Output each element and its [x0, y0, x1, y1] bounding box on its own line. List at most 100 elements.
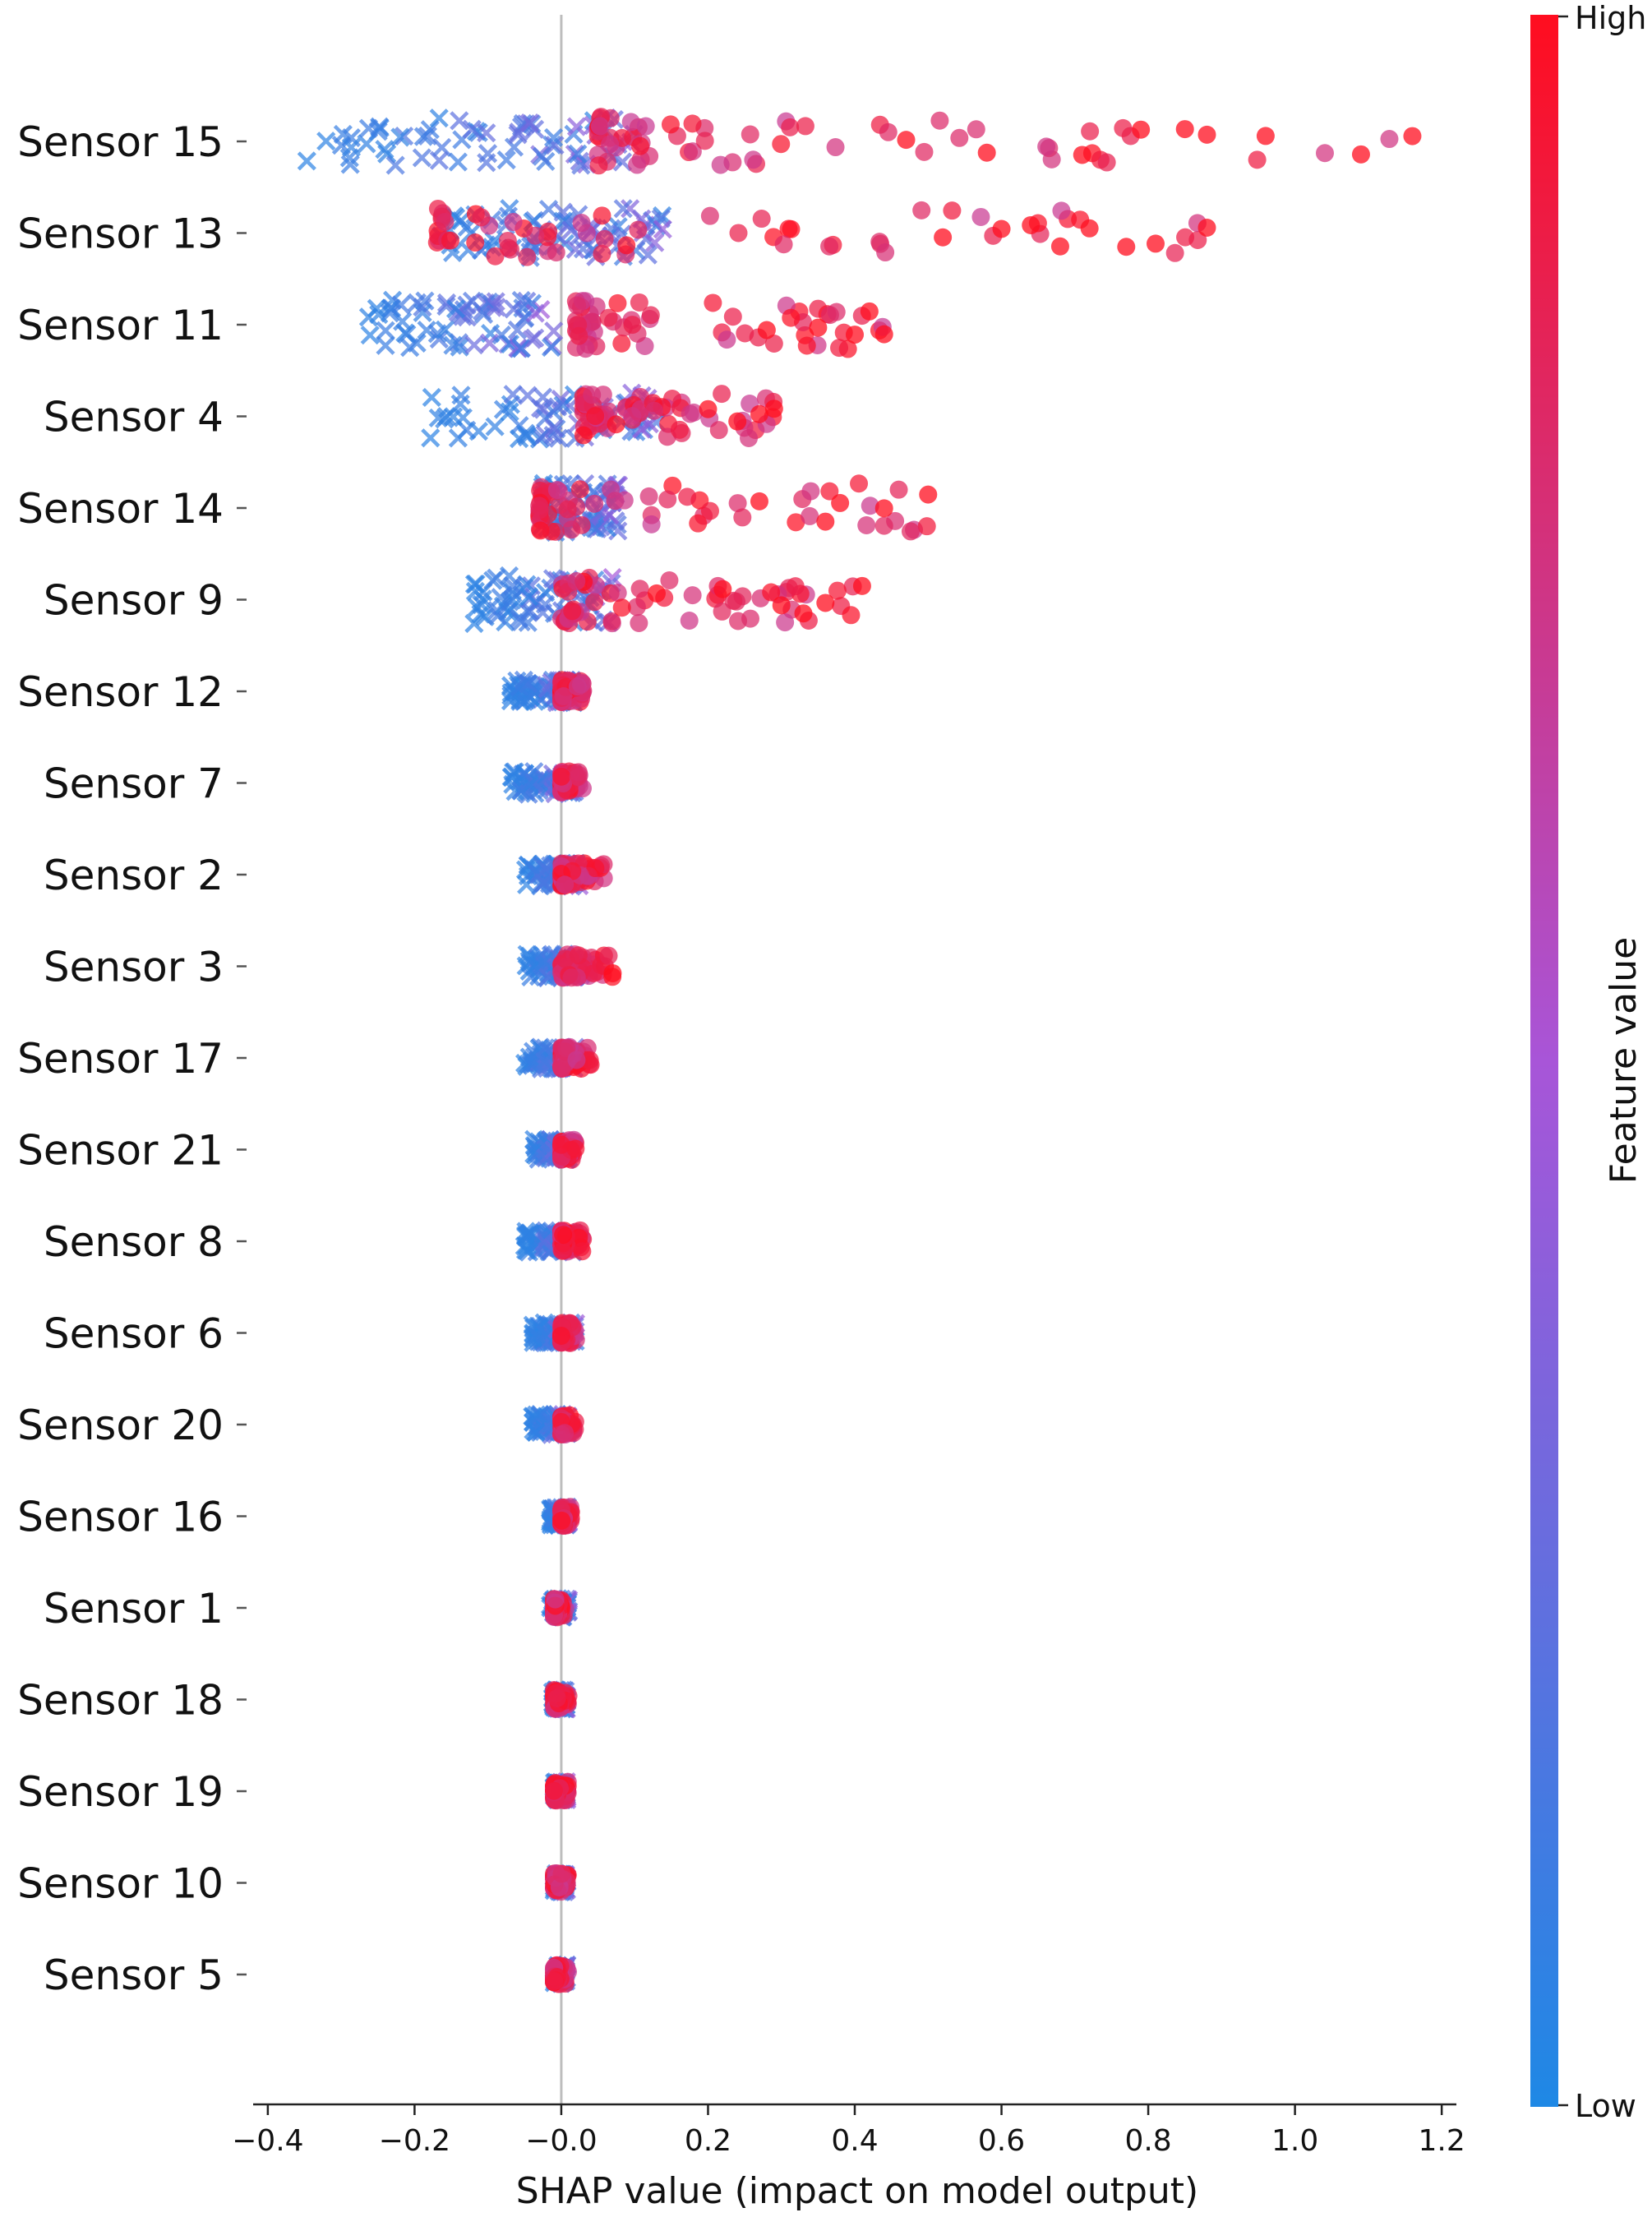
data-point-outlier: [699, 400, 718, 418]
data-point-low: [472, 594, 491, 615]
data-point-high: [678, 487, 697, 506]
data-point-low: [504, 299, 524, 319]
data-point-outlier: [809, 318, 828, 337]
data-point-low: [297, 151, 316, 171]
data-point-high: [636, 117, 655, 136]
data-point-low: [568, 144, 588, 164]
data-point-high: [1176, 228, 1195, 247]
data-point-high: [547, 1689, 566, 1708]
data-point-outlier: [1132, 120, 1151, 139]
data-point-high: [577, 224, 596, 242]
data-point-high: [466, 233, 485, 252]
data-point-high: [574, 426, 593, 445]
data-point-low: [507, 320, 528, 340]
data-point-high: [547, 481, 566, 500]
data-point-low: [429, 109, 449, 128]
data-point-high: [850, 474, 869, 493]
data-point-high: [1315, 144, 1334, 163]
data-point-high: [504, 213, 523, 232]
data-point-low: [464, 335, 484, 355]
data-point-low: [525, 328, 545, 348]
data-point-high: [552, 1060, 571, 1078]
data-point-high: [967, 120, 985, 139]
data-point-high: [630, 580, 649, 598]
data-point-high: [602, 480, 621, 499]
data-point-low: [525, 303, 545, 323]
data-point-low: [517, 1236, 537, 1255]
data-point-low: [543, 127, 564, 147]
data-point-high: [828, 581, 847, 600]
x-tick-label: −0.0: [525, 2124, 597, 2158]
x-axis-title: SHAP value (impact on model output): [516, 2170, 1198, 2212]
data-point-high: [915, 142, 934, 161]
data-point-high: [599, 946, 618, 965]
data-point-low: [341, 137, 362, 157]
data-point-high: [685, 403, 704, 422]
data-point-high: [724, 591, 743, 610]
data-point-high: [660, 571, 679, 590]
data-point-high: [602, 612, 621, 630]
data-point-high: [593, 244, 611, 263]
data-point-outlier: [757, 321, 776, 339]
data-point-high: [551, 1135, 570, 1154]
data-point-outlier: [846, 326, 864, 344]
data-point-high: [630, 293, 648, 312]
data-point-high: [569, 768, 588, 787]
data-point-high: [901, 522, 920, 541]
data-point-outlier: [874, 325, 893, 344]
data-point-high: [820, 237, 839, 256]
data-point-outlier: [728, 412, 747, 431]
data-point-high: [612, 334, 631, 353]
data-point-low: [357, 134, 376, 154]
data-point-high: [943, 201, 962, 220]
colorbar: High Low Feature value: [1530, 0, 1646, 2124]
data-point-high: [551, 1326, 570, 1345]
data-point-high: [552, 1864, 571, 1883]
data-point-low: [367, 298, 386, 318]
feature-label: Sensor 11: [17, 302, 224, 349]
feature-label: Sensor 8: [44, 1218, 224, 1266]
data-point-low: [340, 155, 360, 174]
data-point-high: [1114, 118, 1133, 137]
data-point-low: [544, 321, 564, 341]
data-point-high: [567, 1051, 586, 1069]
data-point-high: [857, 516, 876, 535]
feature-label: Sensor 5: [44, 1951, 224, 1999]
data-point-low: [417, 321, 436, 340]
data-point-low: [508, 338, 528, 358]
data-point-high: [568, 677, 587, 696]
data-point-low: [519, 1047, 539, 1067]
data-point-outlier: [852, 576, 871, 595]
data-point-outlier: [1050, 237, 1069, 256]
data-point-low: [468, 422, 488, 441]
data-point-high: [568, 296, 587, 315]
data-point-high: [971, 207, 990, 226]
data-point-low: [375, 140, 395, 159]
data-point-high: [787, 513, 805, 532]
colorbar-gradient: [1530, 15, 1558, 2107]
feature-label: Sensor 7: [44, 760, 224, 808]
data-point-high: [796, 117, 814, 136]
feature-label: Sensor 10: [17, 1860, 224, 1908]
feature-label: Sensor 21: [17, 1127, 224, 1175]
data-point-high: [661, 115, 680, 134]
data-point-high: [874, 516, 893, 535]
data-point-low: [397, 325, 417, 344]
data-point-high: [917, 517, 936, 536]
data-point-low: [358, 118, 379, 138]
data-point-low: [496, 150, 516, 170]
data-point-high: [486, 247, 505, 266]
data-point-high: [728, 494, 747, 513]
data-point-high: [621, 113, 640, 132]
x-tick-label: 1.2: [1419, 2124, 1465, 2158]
data-point-outlier: [1197, 125, 1216, 144]
data-point-high: [608, 293, 627, 312]
data-point-low: [511, 339, 531, 358]
data-point-low: [484, 231, 504, 251]
data-point-outlier: [1080, 219, 1099, 238]
data-point-high: [700, 206, 719, 225]
data-point-low: [566, 117, 587, 136]
data-point-high: [585, 494, 604, 513]
data-point-high: [585, 593, 604, 612]
data-point-high: [608, 584, 627, 603]
